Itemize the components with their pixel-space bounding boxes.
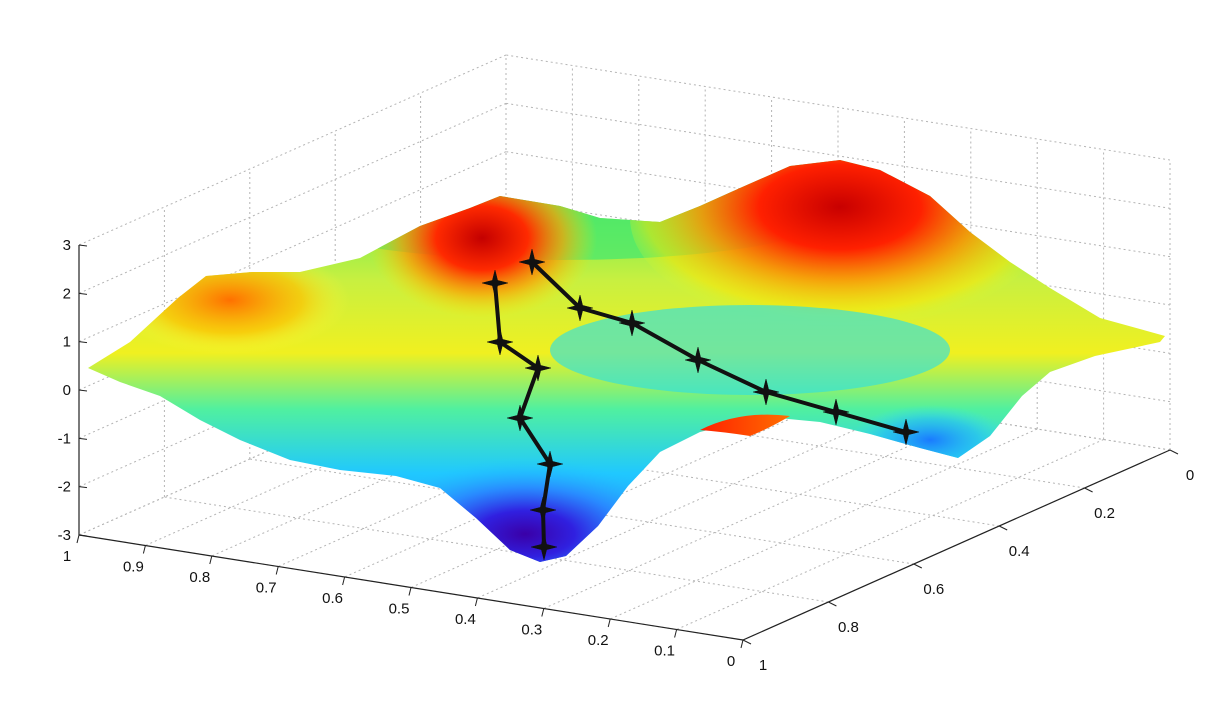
tick-mark bbox=[913, 563, 923, 569]
tick-mark bbox=[740, 639, 744, 649]
tick-mark bbox=[78, 486, 88, 489]
back-wall-grid-line bbox=[505, 102, 1171, 209]
descent-path-1 bbox=[519, 249, 919, 445]
surface-saddle bbox=[550, 305, 950, 395]
tick-mark bbox=[474, 597, 478, 607]
x-tick-label: 0.6 bbox=[322, 590, 343, 607]
z-tick-label: 2 bbox=[63, 285, 71, 302]
y-axis-line bbox=[742, 449, 1171, 641]
tick-mark bbox=[342, 576, 346, 586]
x-tick-label: 0.2 bbox=[588, 632, 609, 649]
surface-valley bbox=[850, 405, 1010, 475]
tick-mark bbox=[1169, 449, 1179, 455]
y-tick-label: 0.4 bbox=[1009, 543, 1030, 560]
z-tick-label: 3 bbox=[63, 237, 71, 254]
floor-grid-line bbox=[164, 496, 829, 603]
tick-mark bbox=[78, 244, 88, 247]
left-wall-grid-line bbox=[78, 54, 507, 246]
tick-mark bbox=[76, 534, 80, 544]
floor-grid-line bbox=[676, 439, 1104, 630]
y-tick-label: 0.6 bbox=[923, 581, 944, 598]
tick-mark bbox=[78, 341, 88, 344]
surface-peak bbox=[630, 160, 1050, 328]
x-tick-label: 1 bbox=[63, 548, 71, 565]
tick-mark bbox=[541, 608, 545, 617]
tick-mark bbox=[828, 601, 837, 607]
z-tick-label: -2 bbox=[58, 479, 71, 496]
surface-peak bbox=[367, 160, 597, 318]
tick-labels: 3 2 1 0 -1 -2 -3 1 0.9 0.8 0.7 0.6 0.5 0.4 0.3 0.2 0.1 0 0… bbox=[58, 237, 1195, 674]
tick-mark bbox=[78, 389, 88, 392]
tick-mark bbox=[275, 566, 279, 575]
tick-mark bbox=[78, 534, 88, 537]
x-tick-label: 0.9 bbox=[123, 559, 144, 576]
tick-mark bbox=[1084, 487, 1093, 493]
surface-fold bbox=[700, 414, 790, 436]
x-tick-label: 0.5 bbox=[389, 601, 410, 618]
y-tick-label: 1 bbox=[759, 657, 767, 674]
x-tick-label: 0.8 bbox=[189, 569, 210, 586]
descent-paths bbox=[482, 249, 919, 560]
y-tick-label: 0.8 bbox=[838, 619, 859, 636]
y-tick-label: 0.2 bbox=[1094, 505, 1115, 522]
x-tick-label: 0.3 bbox=[521, 622, 542, 639]
surface-ridge bbox=[110, 245, 350, 355]
tick-mark bbox=[998, 525, 1008, 531]
z-tick-label: -1 bbox=[58, 430, 71, 447]
z-tick-label: -3 bbox=[58, 527, 71, 544]
tick-mark bbox=[142, 545, 146, 554]
x-tick-label: 0.4 bbox=[455, 611, 476, 628]
surface-valley bbox=[375, 450, 675, 562]
tick-mark bbox=[408, 587, 412, 596]
x-tick-label: 0.1 bbox=[654, 643, 675, 660]
tick-mark bbox=[78, 292, 88, 295]
axes bbox=[76, 244, 1179, 649]
x-tick-label: 0 bbox=[727, 653, 735, 670]
floor-grid-line bbox=[609, 428, 1038, 620]
z-tick-label: 0 bbox=[63, 382, 71, 399]
tick-mark bbox=[607, 618, 611, 628]
tick-mark bbox=[742, 639, 752, 645]
back-wall-grid-line bbox=[505, 54, 1171, 161]
y-tick-label: 0 bbox=[1186, 467, 1194, 484]
descent-path-2 bbox=[482, 270, 563, 560]
z-tick-label: 1 bbox=[63, 334, 71, 351]
surface bbox=[88, 160, 1165, 562]
tick-mark bbox=[674, 629, 678, 638]
tick-mark bbox=[209, 555, 213, 565]
surface-shading bbox=[110, 160, 1050, 562]
x-tick-label: 0.7 bbox=[256, 580, 277, 597]
tick-mark bbox=[78, 437, 88, 440]
